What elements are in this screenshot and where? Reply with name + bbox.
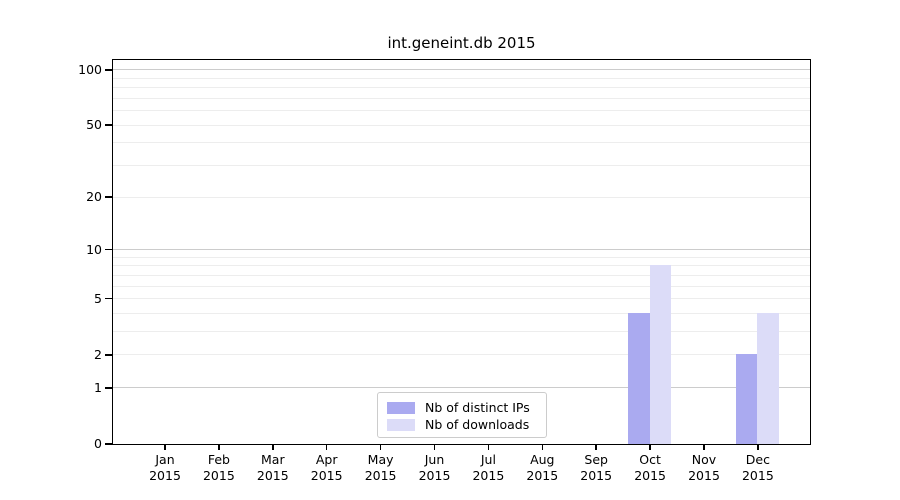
minor-gridline — [112, 87, 810, 89]
bar-downloads-oct — [649, 265, 672, 444]
y-tick-label: 2 — [94, 346, 102, 362]
y-tick-label: 100 — [78, 61, 102, 77]
minor-gridline — [112, 142, 810, 144]
y-tick-mark — [105, 248, 112, 251]
x-tick-label-may: May 2015 — [364, 452, 397, 483]
minor-gridline — [112, 77, 810, 79]
minor-gridline — [112, 165, 810, 167]
x-tick-label-sep: Sep 2015 — [580, 452, 613, 483]
minor-gridline — [112, 313, 810, 314]
x-tick-label-jun: Jun 2015 — [418, 452, 451, 483]
y-tick-mark — [105, 387, 112, 389]
minor-gridline — [112, 265, 810, 267]
legend-swatch-distinct-ips — [387, 401, 415, 414]
x-tick-label-oct: Oct 2015 — [634, 452, 666, 483]
y-tick-mark — [105, 196, 112, 198]
chart-title: int.geneint.db 2015 — [387, 34, 536, 52]
x-tick-mark — [272, 444, 274, 450]
x-tick-mark — [757, 444, 759, 450]
x-tick-mark — [487, 444, 490, 450]
x-tick-label-apr: Apr 2015 — [310, 452, 343, 483]
x-tick-label-jan: Jan 2015 — [149, 452, 181, 483]
x-tick-label-feb: Feb 2015 — [202, 452, 235, 483]
x-tick-mark — [164, 444, 166, 450]
legend-swatch-downloads — [387, 418, 415, 431]
legend-label-downloads: Nb of downloads — [425, 417, 530, 432]
x-tick-mark — [703, 444, 705, 450]
major-gridline — [112, 387, 810, 389]
x-tick-mark — [595, 444, 597, 450]
bar-distinct-ips-dec — [735, 354, 758, 444]
x-tick-mark — [379, 444, 382, 450]
minor-gridline — [112, 274, 810, 276]
y-tick-label: 50 — [86, 117, 102, 133]
y-tick-mark — [105, 297, 112, 300]
y-tick-label: 5 — [94, 290, 102, 306]
x-tick-label-mar: Mar 2015 — [256, 452, 289, 483]
legend-item-downloads: Nb of downloads — [387, 416, 537, 433]
minor-gridline — [112, 256, 810, 258]
minor-gridline — [112, 124, 810, 126]
y-tick-label: 20 — [86, 189, 102, 205]
x-tick-mark — [325, 444, 328, 450]
minor-gridline — [112, 354, 810, 356]
x-tick-mark — [541, 444, 544, 450]
legend-item-distinct-ips: Nb of distinct IPs — [387, 399, 537, 416]
y-tick-mark — [105, 69, 112, 71]
x-tick-label-dec: Dec 2015 — [741, 452, 774, 483]
bar-downloads-dec — [757, 313, 779, 444]
minor-gridline — [112, 285, 810, 287]
minor-gridline — [112, 331, 810, 333]
y-tick-label: 0 — [94, 436, 102, 451]
y-tick-mark — [105, 443, 112, 445]
plot-area — [111, 58, 811, 445]
y-tick-mark — [105, 354, 112, 356]
minor-gridline — [112, 110, 810, 112]
y-tick-mark — [105, 124, 112, 126]
major-gridline — [112, 69, 810, 71]
y-tick-label: 1 — [94, 379, 102, 395]
bar-distinct-ips-oct — [628, 313, 650, 444]
x-tick-label-nov: Nov 2015 — [688, 452, 720, 483]
x-tick-mark — [649, 444, 651, 450]
legend: Nb of distinct IPs Nb of downloads — [377, 392, 547, 438]
minor-gridline — [112, 298, 810, 300]
y-tick-label: 10 — [86, 241, 102, 257]
x-tick-label-aug: Aug 2015 — [526, 452, 559, 483]
x-tick-mark — [218, 444, 220, 450]
x-tick-label-jul: Jul 2015 — [472, 452, 505, 483]
minor-gridline — [112, 196, 810, 198]
major-gridline — [112, 249, 810, 251]
x-tick-mark — [433, 444, 436, 450]
legend-label-distinct-ips: Nb of distinct IPs — [425, 400, 530, 415]
minor-gridline — [112, 97, 810, 99]
